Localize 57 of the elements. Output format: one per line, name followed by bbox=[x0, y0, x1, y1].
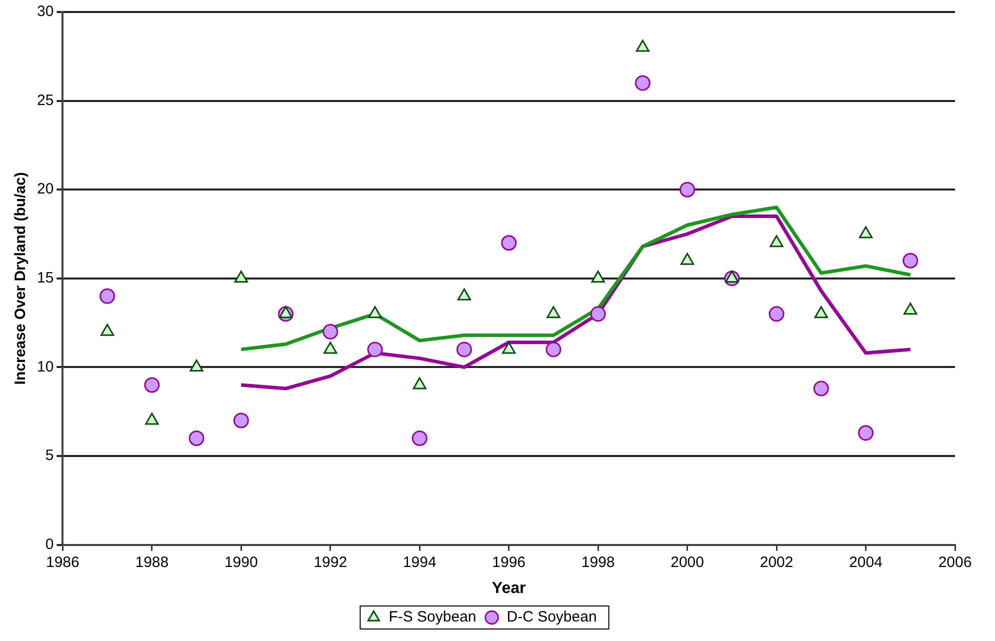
x-axis-title: Year bbox=[492, 580, 526, 597]
x-tick-label: 1992 bbox=[314, 554, 348, 571]
point bbox=[324, 342, 338, 354]
point bbox=[233, 412, 249, 428]
y-tick-label: 5 bbox=[45, 447, 54, 464]
point bbox=[858, 425, 874, 441]
point bbox=[902, 252, 918, 268]
point bbox=[546, 342, 562, 358]
y-tick-label: 10 bbox=[36, 358, 54, 376]
point bbox=[278, 306, 293, 318]
point bbox=[145, 412, 159, 425]
y-tick-label: 15 bbox=[36, 270, 54, 287]
point bbox=[234, 270, 248, 283]
point bbox=[144, 377, 160, 393]
point bbox=[814, 306, 828, 318]
point bbox=[188, 430, 204, 446]
point bbox=[770, 235, 784, 248]
legend-label: F-S Soybean bbox=[388, 608, 476, 626]
x-tick-label: 1994 bbox=[402, 554, 436, 571]
point bbox=[190, 359, 204, 372]
y-tick-label: 0 bbox=[45, 536, 54, 553]
x-tick-label: 1990 bbox=[224, 554, 258, 571]
point bbox=[412, 430, 428, 446]
point bbox=[725, 270, 739, 283]
point bbox=[546, 306, 560, 318]
point bbox=[367, 342, 383, 358]
y-tick-label: 20 bbox=[36, 180, 54, 198]
point bbox=[768, 306, 784, 322]
x-tick-label: 1988 bbox=[135, 554, 169, 571]
point bbox=[591, 270, 605, 283]
point bbox=[636, 40, 650, 52]
point bbox=[590, 306, 606, 322]
point bbox=[501, 235, 517, 251]
point bbox=[680, 182, 696, 198]
point bbox=[858, 226, 873, 238]
point bbox=[456, 342, 472, 358]
y-axis-title: Increase Over Dryland (bu/ac) bbox=[12, 172, 30, 385]
point bbox=[322, 324, 338, 340]
point bbox=[457, 288, 472, 300]
point bbox=[813, 380, 829, 396]
y-tick-label: 30 bbox=[36, 3, 54, 20]
x-tick-label: 2002 bbox=[760, 554, 794, 571]
point bbox=[680, 252, 694, 265]
y-tick-label: 25 bbox=[36, 92, 54, 109]
point bbox=[368, 306, 382, 318]
x-tick-label: 2006 bbox=[938, 554, 972, 571]
x-tick-label: 2000 bbox=[670, 554, 704, 571]
point bbox=[502, 342, 516, 354]
x-tick-label: 2004 bbox=[849, 554, 882, 571]
x-tick-label: 1998 bbox=[581, 554, 615, 571]
point bbox=[412, 377, 426, 390]
point bbox=[100, 288, 116, 304]
x-tick-label: 1996 bbox=[492, 554, 526, 571]
point bbox=[100, 324, 114, 336]
legend-label: D-C Soybean bbox=[506, 608, 597, 626]
point bbox=[904, 302, 918, 315]
x-tick-label: 1986 bbox=[46, 554, 80, 571]
